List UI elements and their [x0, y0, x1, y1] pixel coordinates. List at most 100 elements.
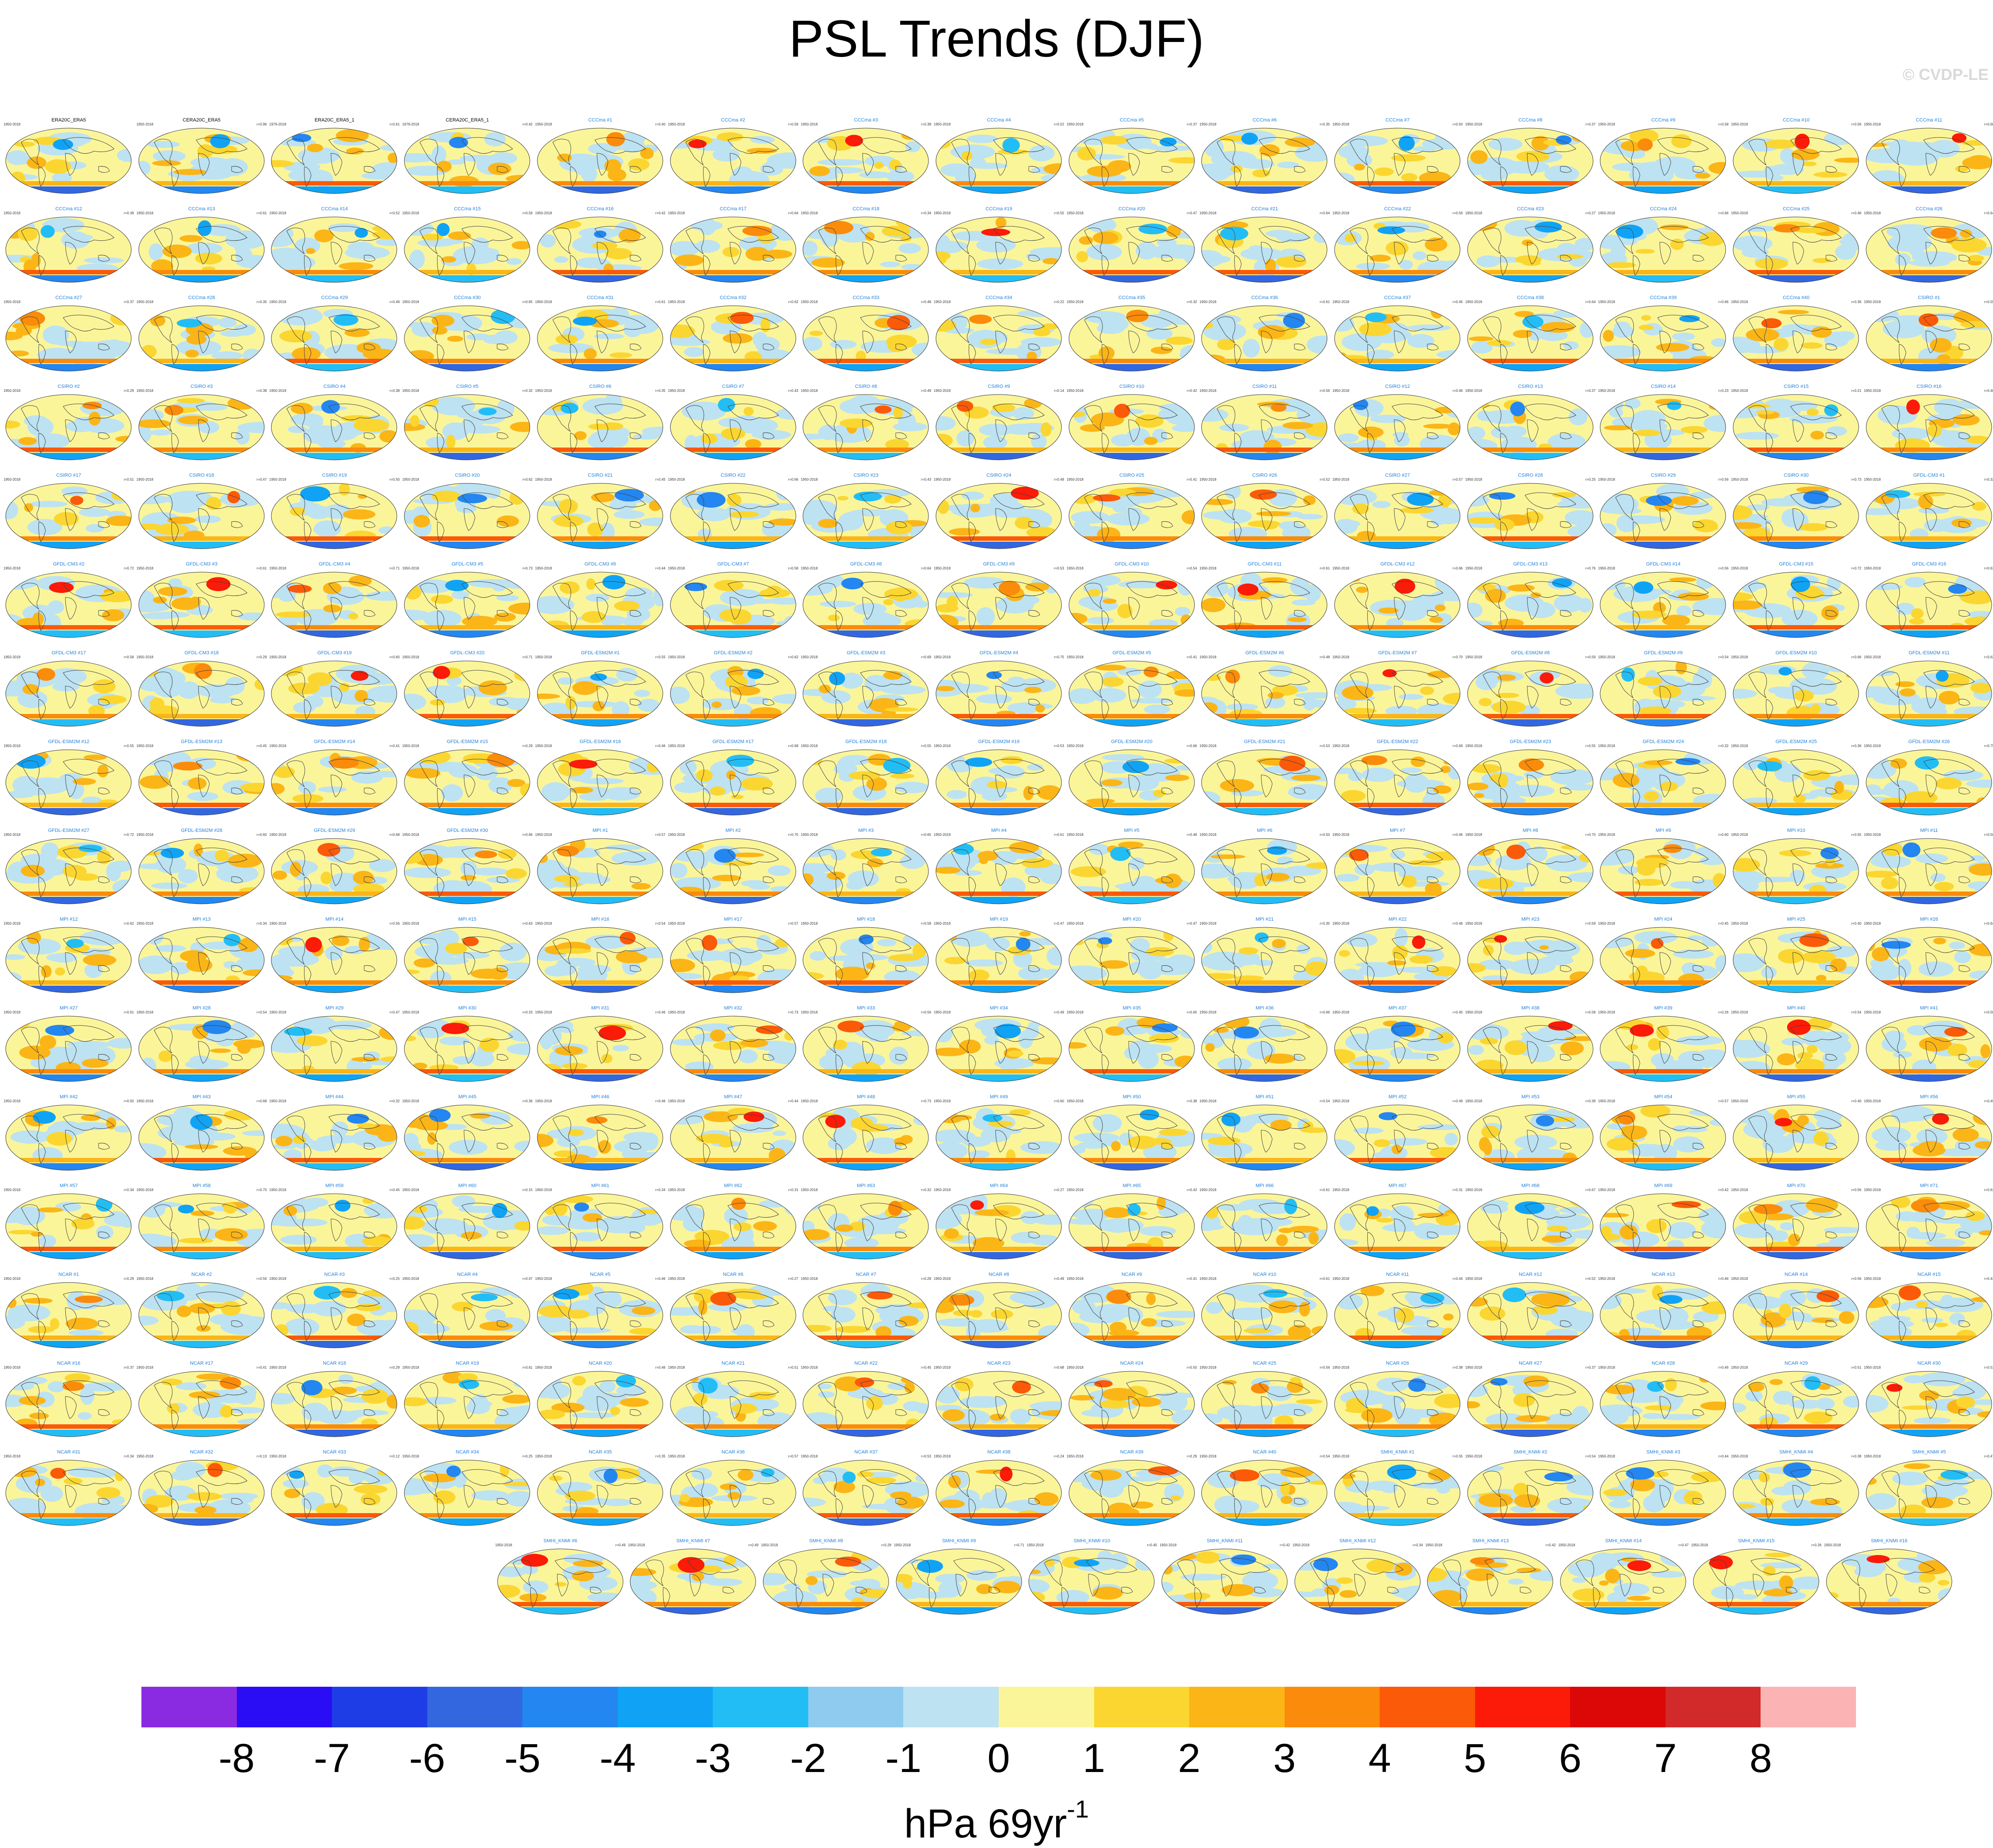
trend-map: [4, 1181, 134, 1270]
colorbar-tick-label: 2: [1163, 1736, 1216, 1780]
trend-map: [801, 116, 931, 204]
trend-map: [1332, 205, 1463, 293]
trend-map: [535, 1270, 666, 1358]
trend-map: [535, 915, 666, 1003]
trend-map: [668, 1004, 799, 1092]
colorbar-box: [237, 1687, 332, 1727]
trend-map: [1332, 1448, 1463, 1536]
trend-map: [137, 471, 267, 559]
trend-map: [402, 1093, 532, 1181]
trend-map: [1465, 471, 1596, 559]
trend-map: [668, 649, 799, 737]
trend-map: [1067, 382, 1197, 471]
trend-map: [402, 205, 532, 293]
trend-map: [269, 915, 399, 1003]
trend-map: [1332, 1359, 1463, 1447]
trend-map: [1598, 560, 1728, 648]
trend-map: [1332, 471, 1463, 559]
trend-map: [934, 1181, 1064, 1270]
trend-map: [1465, 293, 1596, 382]
colorbar-tick-label: -2: [782, 1736, 835, 1780]
trend-map: [1425, 1537, 1556, 1625]
trend-map: [402, 1004, 532, 1092]
colorbar-tick-label: -1: [877, 1736, 930, 1780]
trend-map: [1199, 915, 1330, 1003]
trend-map: [801, 560, 931, 648]
trend-map: [668, 1448, 799, 1536]
trend-map: [1160, 1537, 1290, 1625]
trend-map: [269, 826, 399, 915]
trend-map: [535, 649, 666, 737]
trend-map: [1332, 1004, 1463, 1092]
trend-map: [668, 915, 799, 1003]
trend-map: [934, 471, 1064, 559]
trend-map: [495, 1537, 626, 1625]
trend-map: [1598, 649, 1728, 737]
trend-map: [1465, 560, 1596, 648]
trend-map: [1465, 649, 1596, 737]
trend-map: [1332, 293, 1463, 382]
colorbar-box: [1761, 1687, 1856, 1727]
trend-map: [1731, 1270, 1861, 1358]
trend-map: [1465, 1004, 1596, 1092]
colorbar-box: [1094, 1687, 1190, 1727]
trend-map: [535, 1181, 666, 1270]
trend-map: [402, 826, 532, 915]
trend-map: [934, 1093, 1064, 1181]
trend-map: [269, 205, 399, 293]
trend-map: [1332, 382, 1463, 471]
trend-map: [1067, 293, 1197, 382]
trend-map: [1598, 382, 1728, 471]
trend-map: [137, 915, 267, 1003]
trend-map: [1731, 382, 1861, 471]
trend-map: [628, 1537, 758, 1625]
trend-map: [269, 1181, 399, 1270]
trend-map: [1199, 293, 1330, 382]
trend-map: [1731, 205, 1861, 293]
trend-map: [535, 382, 666, 471]
